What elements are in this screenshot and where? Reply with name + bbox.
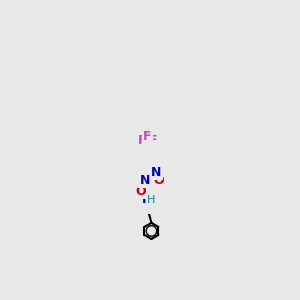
Text: N: N: [140, 174, 150, 187]
Text: H: H: [147, 195, 155, 205]
Text: O: O: [154, 174, 164, 187]
Text: F: F: [138, 134, 146, 147]
Text: F: F: [149, 134, 158, 147]
Text: N: N: [151, 166, 162, 179]
Text: N: N: [142, 193, 152, 206]
Text: O: O: [135, 185, 146, 198]
Text: F: F: [143, 130, 152, 143]
